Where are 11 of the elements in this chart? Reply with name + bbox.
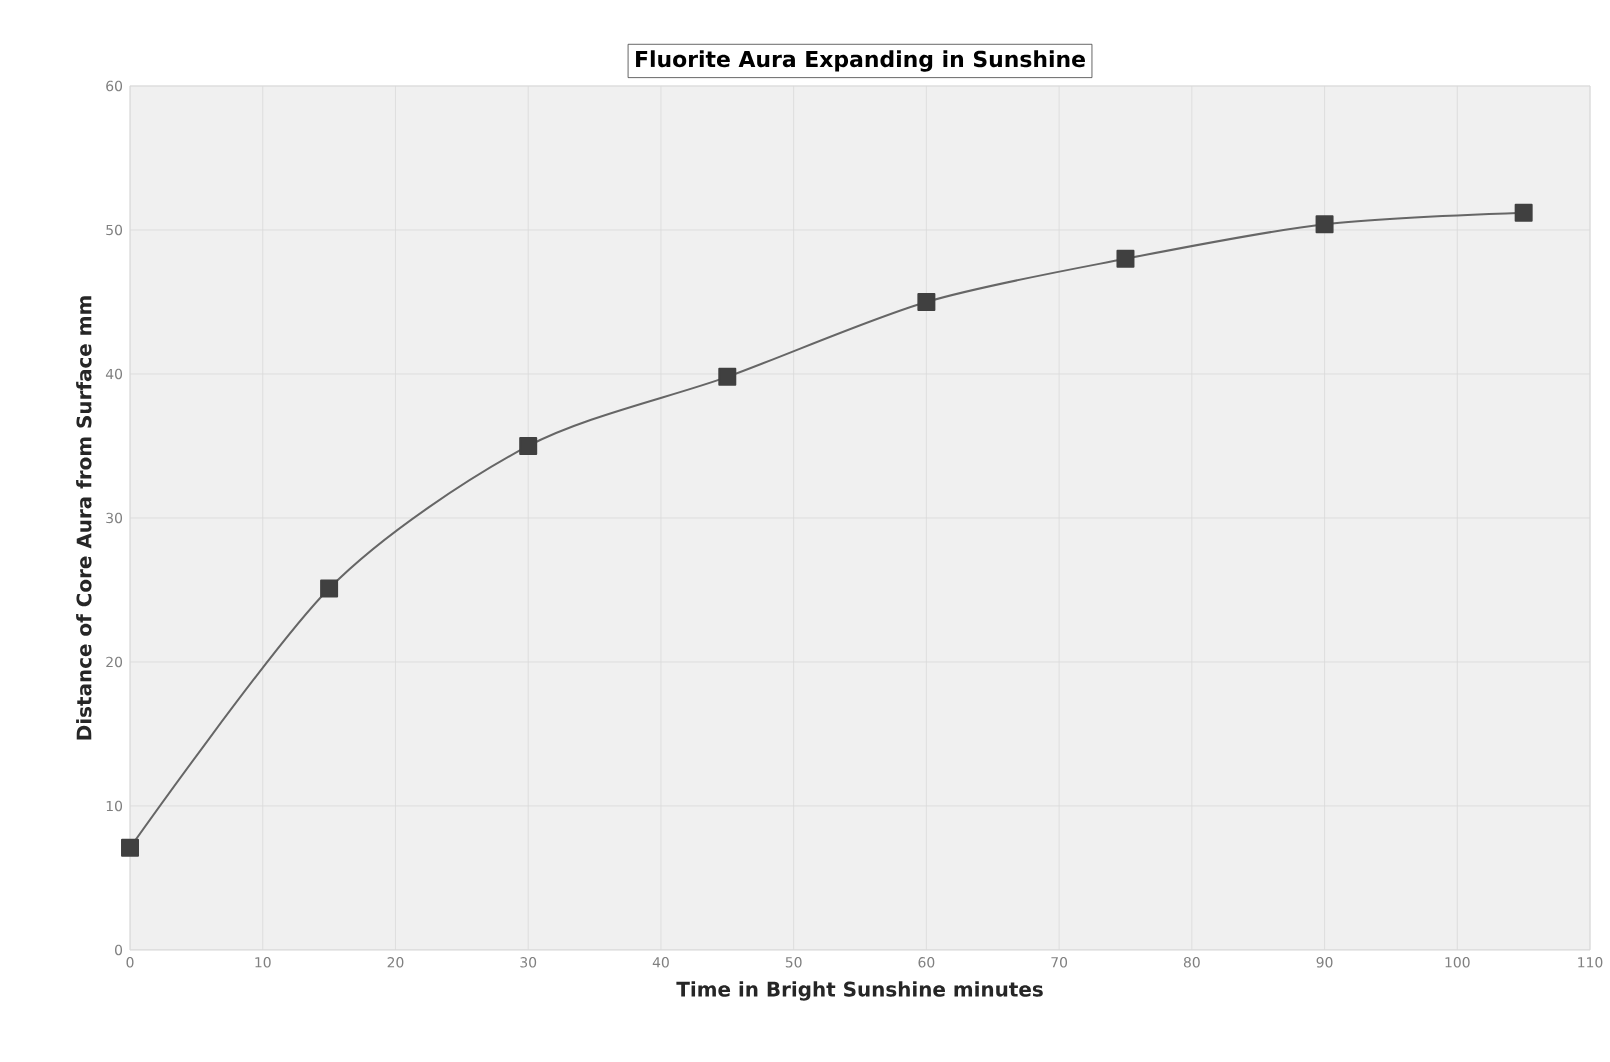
point: [519, 436, 538, 455]
point: [917, 292, 936, 311]
chart-title: Fluorite Aura Expanding in Sunshine: [636, 50, 1085, 72]
x-axis-title: Time in Bright Sunshine minutes: [676, 981, 1043, 1001]
point: [320, 579, 339, 598]
point: [121, 838, 140, 857]
point: [1116, 249, 1135, 268]
y-axis-title: Distance of Core Aura from Surface mm: [76, 296, 92, 740]
point: [1315, 215, 1334, 234]
point: [718, 367, 737, 386]
point: [1514, 203, 1533, 222]
